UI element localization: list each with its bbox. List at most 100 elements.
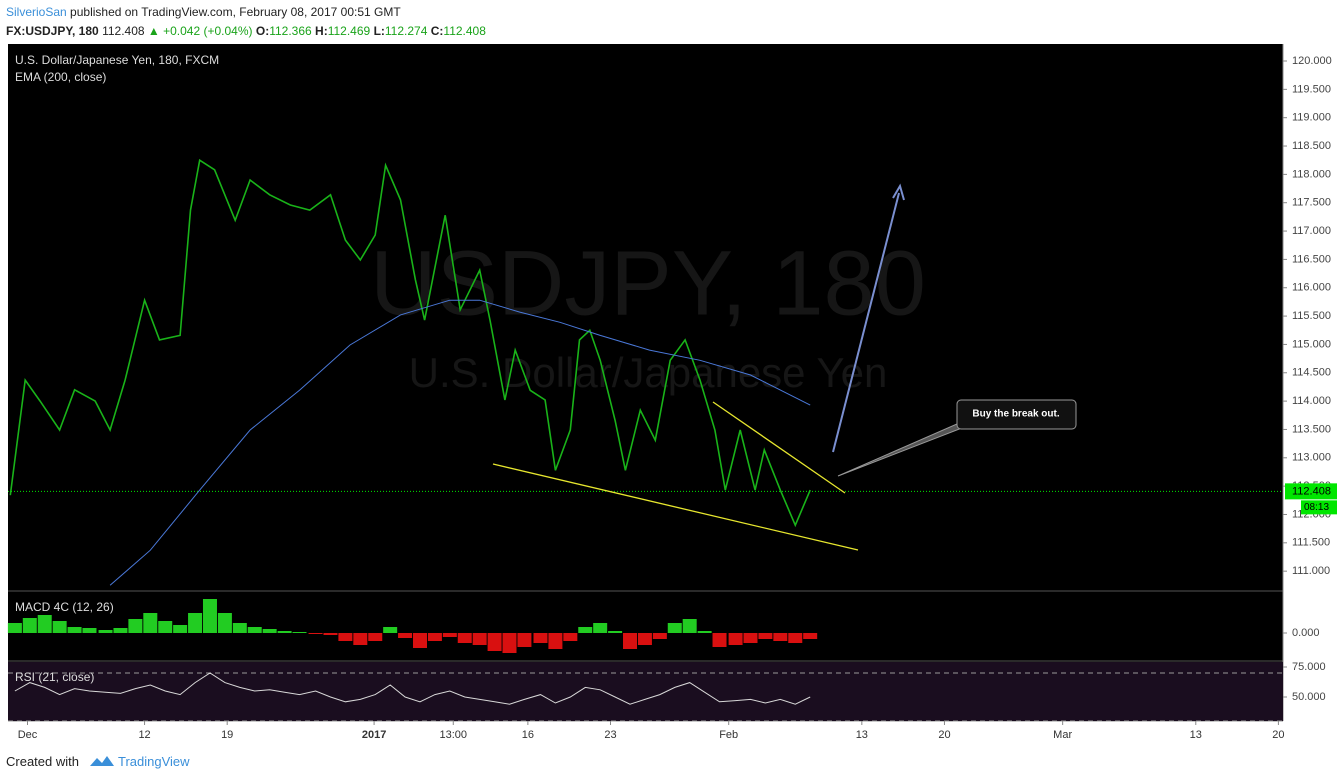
low: 112.274: [384, 24, 428, 38]
histogram-bar: [308, 633, 323, 634]
histogram-bar: [667, 623, 682, 633]
x-tick-label: 12: [138, 729, 150, 741]
arrow-head: [892, 183, 905, 201]
last-price-label: 112.408: [1292, 485, 1331, 497]
histogram-bar: [517, 633, 532, 647]
countdown-label: 08:13: [1304, 502, 1329, 513]
histogram-bar: [52, 621, 67, 633]
x-tick-label: 13: [856, 729, 868, 741]
histogram-bar: [608, 631, 623, 633]
histogram-bar: [368, 633, 383, 641]
close: 112.408: [443, 24, 486, 38]
histogram-bar: [383, 627, 398, 633]
histogram-bar: [502, 633, 517, 653]
countdown-box: [1301, 500, 1337, 515]
last-price-box: [1285, 483, 1337, 500]
histogram-bar: [113, 628, 128, 633]
histogram-bar: [743, 633, 758, 643]
histogram-bar: [593, 623, 608, 633]
histogram-bar: [98, 630, 113, 633]
y-tick-label: 115.500: [1292, 310, 1331, 322]
high: 112.469: [327, 24, 371, 38]
histogram-bar: [262, 629, 277, 633]
y-tick-label: 111.500: [1292, 537, 1330, 549]
legend-macd: MACD 4C (12, 26): [15, 600, 114, 614]
x-tick-label: 13: [1190, 729, 1202, 741]
y-tick-label: 115.000: [1292, 338, 1331, 350]
histogram-bar: [652, 633, 667, 639]
x-tick-label: Mar: [1053, 729, 1072, 741]
histogram-bar: [188, 613, 203, 633]
histogram-bar: [353, 633, 368, 645]
y-tick-label: 116.000: [1292, 282, 1331, 294]
series-line: [14, 672, 811, 705]
header: SilverioSan published on TradingView.com…: [6, 3, 486, 41]
y-tick-label: 116.500: [1292, 253, 1331, 265]
x-tick-label: 20: [938, 729, 950, 741]
histogram-bar: [398, 633, 413, 638]
histogram-bar: [803, 633, 818, 639]
y-tick-label: 50.000: [1292, 691, 1326, 703]
histogram-bar: [442, 633, 457, 637]
author[interactable]: SilverioSan: [6, 5, 67, 19]
histogram-bar: [712, 633, 727, 647]
histogram-bar: [758, 633, 773, 639]
legend-ema: EMA (200, close): [15, 70, 106, 84]
published: published on TradingView.com, February 0…: [70, 5, 401, 19]
chart-background: [8, 44, 1283, 721]
histogram-bar: [788, 633, 803, 643]
x-tick-label: Dec: [18, 729, 38, 741]
histogram-bar: [37, 615, 52, 633]
y-tick-label: 111.000: [1292, 565, 1330, 577]
open: 112.366: [269, 24, 312, 38]
histogram-bar: [487, 633, 502, 651]
publish-line: SilverioSan published on TradingView.com…: [6, 3, 486, 22]
x-tick-label: 20: [1272, 729, 1284, 741]
brand[interactable]: TradingView: [118, 754, 190, 769]
watermark: USDJPY, 180: [370, 232, 926, 334]
callout-box[interactable]: [956, 399, 1077, 430]
histogram-bar: [128, 619, 143, 633]
arrow[interactable]: [832, 192, 900, 453]
histogram-bar: [217, 613, 232, 633]
trend-line[interactable]: [492, 463, 859, 551]
y-tick-label: 114.000: [1292, 395, 1331, 407]
pane-background: [8, 662, 1283, 721]
y-tick-label: 119.000: [1292, 112, 1331, 124]
histogram-bar: [277, 631, 292, 633]
series-line: [9, 158, 811, 528]
last: 112.408: [102, 24, 145, 38]
histogram-bar: [7, 623, 22, 633]
symbol: FX:USDJPY, 180: [6, 24, 99, 38]
histogram-bar: [202, 599, 217, 633]
x-tick-label: 19: [221, 729, 233, 741]
trend-line[interactable]: [712, 401, 846, 494]
x-tick-label: 13:00: [440, 729, 468, 741]
histogram-bar: [292, 632, 307, 633]
y-tick-label: 113.500: [1292, 423, 1331, 435]
logo: [89, 756, 114, 766]
histogram-bar: [427, 633, 442, 641]
y-tick-label: 75.000: [1292, 661, 1326, 673]
histogram-bar: [623, 633, 638, 649]
y-tick-label: 119.500: [1292, 83, 1331, 95]
histogram-bar: [533, 633, 548, 643]
watermark-sub: U.S. Dollar/Japanese Yen: [409, 349, 888, 396]
y-tick-label: 118.000: [1292, 168, 1331, 180]
series-line: [109, 299, 811, 586]
y-tick-label: 113.000: [1292, 452, 1331, 464]
high-label: H:: [315, 24, 328, 38]
footer: Created with TradingView: [6, 754, 190, 769]
histogram-bar: [143, 613, 158, 633]
callout-text: Buy the break out.: [972, 409, 1059, 420]
histogram-bar: [67, 627, 82, 633]
histogram-bar: [563, 633, 578, 641]
created: Created with: [6, 754, 79, 769]
change: ▲ +0.042 (+0.04%): [147, 24, 253, 38]
histogram-bar: [472, 633, 487, 645]
low-label: L:: [373, 24, 385, 38]
y-tick-label: 118.500: [1292, 140, 1331, 152]
histogram-bar: [173, 625, 188, 633]
